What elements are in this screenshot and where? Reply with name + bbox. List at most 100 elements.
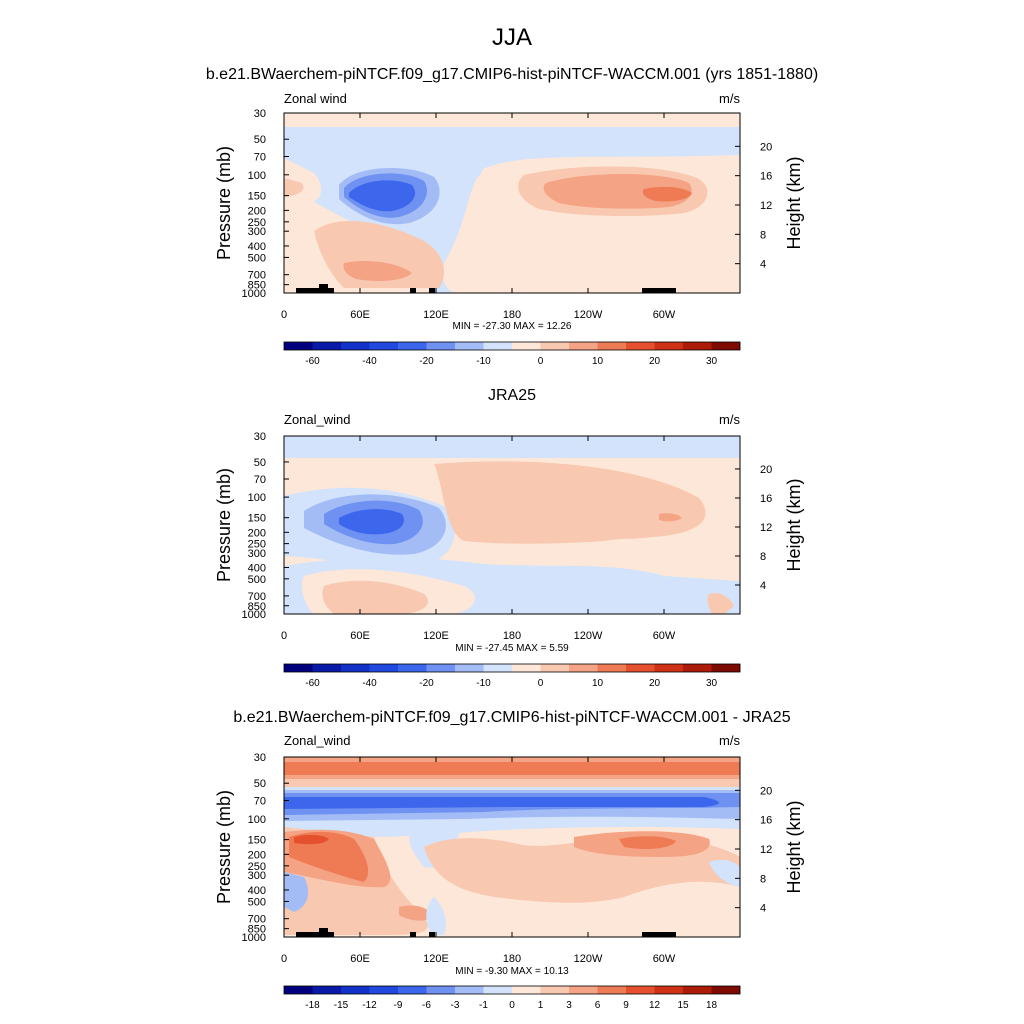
right-tick-label: 8 [760,551,766,563]
y-tick-label: 70 [254,474,266,486]
colorbar-label: 20 [649,678,661,689]
y-tick-label: 300 [248,870,266,882]
x-tick-label: 120W [574,630,603,642]
colorbar-swatch [569,342,598,350]
x-tick-label: 60E [350,309,370,321]
y-tick-label: 500 [248,252,266,264]
y-tick-label: 250 [248,539,266,551]
colorbar-swatch [398,986,427,994]
colorbar-frame [283,985,741,995]
colorbar-label: -10 [476,678,491,689]
positive-region [584,538,664,561]
colorbar-swatch [284,342,313,350]
colorbar-label: 15 [677,1000,689,1011]
panel-title: JRA25 [488,387,536,404]
colorbar-swatch [483,986,513,994]
y-tick-label: 50 [254,457,266,469]
colorbar-label: 12 [649,1000,661,1011]
positive-core [659,513,682,522]
min-max-stats: MIN = -27.30 MAX = 12.26 [453,321,572,332]
colorbar-swatch [455,986,484,994]
y-tick-label: 200 [248,205,266,217]
y-tick-label: 150 [248,191,266,203]
y-tick-label: 150 [248,835,266,847]
panel-units-label: m/s [719,733,740,748]
colorbar-label: -20 [419,356,434,367]
positive-region [284,178,304,197]
colorbar-label: -1 [479,1000,488,1011]
colorbar-swatch [483,664,513,672]
colorbar-swatch [654,986,684,994]
x-tick-label: 0 [281,630,287,642]
right-tick-label: 16 [760,815,772,827]
colorbar-swatch [683,986,712,994]
colorbar-swatch [341,342,370,350]
panel-title: b.e21.BWaerchem-piNTCF.f09_g17.CMIP6-his… [206,66,818,83]
x-tick-label: 180 [503,309,521,321]
colorbar-swatch [654,664,684,672]
colorbar-label: -18 [305,1000,320,1011]
colorbar-swatch [597,986,627,994]
colorbar-label: -60 [305,678,320,689]
colorbar-swatch [540,342,570,350]
y-tick-label: 100 [248,814,266,826]
y-tick-label: 300 [248,226,266,238]
colorbar-swatch [483,342,513,350]
right-tick-label: 12 [760,200,772,212]
right-tick-label: 4 [760,580,766,592]
colorbar-label: -60 [305,356,320,367]
y-tick-label: 500 [248,574,266,586]
min-max-stats: MIN = -9.30 MAX = 10.13 [455,966,569,977]
colorbar-label: -15 [334,1000,349,1011]
y-tick-label: 850 [248,924,266,936]
colorbar-label: 9 [623,1000,629,1011]
negative-region [426,897,446,935]
x-tick-label: 0 [281,309,287,321]
positive-core [289,831,369,882]
colorbar-label: 10 [592,356,604,367]
colorbar-swatch [654,342,684,350]
contour-field [284,436,740,614]
colorbar-swatch [455,342,484,350]
colorbar-swatch [626,342,655,350]
panel-left-label: Zonal wind [284,91,347,106]
x-tick-label: 120E [423,953,449,965]
colorbar-label: -40 [362,678,377,689]
negative-region [284,436,740,458]
colorbar-label: 0 [538,678,544,689]
colorbar-swatch [398,664,427,672]
panel-difference: b.e21.BWaerchem-piNTCF.f09_g17.CMIP6-his… [214,709,804,977]
lowlevel-positive [399,905,434,921]
colorbar-label: 18 [706,1000,718,1011]
x-tick-label: 60W [653,630,676,642]
colorbar-swatch [455,664,484,672]
right-tick-label: 8 [760,873,766,885]
colorbar-label: -12 [362,1000,377,1011]
y-tick-label: 250 [248,861,266,873]
colorbar-swatch [512,664,541,672]
colorbar-swatch [312,986,342,994]
colorbar-swatch [711,342,741,350]
contour-field [284,757,740,937]
lowlevel-positive [343,261,412,281]
y-tick-label: 400 [248,241,266,253]
x-tick-label: 120W [574,309,603,321]
x-tick-label: 60E [350,953,370,965]
colorbar-swatch [312,342,342,350]
right-tick-label: 8 [760,229,766,241]
colorbar-swatch [626,986,655,994]
y-tick-label: 30 [254,752,266,764]
colorbar-label: -6 [422,1000,431,1011]
y-tick-label: 50 [254,778,266,790]
y-tick-label: 850 [248,280,266,292]
y-axis-label: Pressure (mb) [214,468,234,582]
colorbar-swatch [341,664,370,672]
y-tick-label: 30 [254,431,266,443]
colorbar-swatch [540,986,570,994]
colorbar-swatch [597,664,627,672]
positive-region [640,895,740,935]
colorbar-label: 1 [538,1000,544,1011]
topography [319,284,328,293]
colorbar-label: 3 [566,1000,572,1011]
